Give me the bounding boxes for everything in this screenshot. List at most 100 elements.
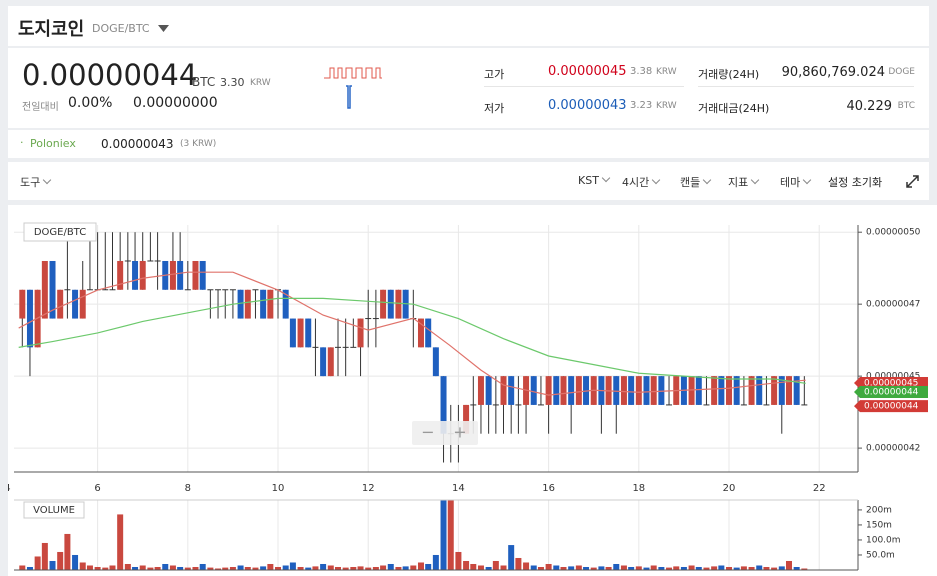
volume-bar xyxy=(801,568,808,570)
volume-bar xyxy=(711,566,718,570)
zoom-out[interactable]: − xyxy=(421,423,434,442)
x-tick-label: 8 xyxy=(185,483,191,494)
volume-bar xyxy=(102,567,109,570)
volume-y-tick-label: 150m xyxy=(866,520,892,530)
indicator-menu[interactable]: 지표 xyxy=(728,174,758,190)
candle-body xyxy=(537,404,544,406)
tools-menu[interactable]: 도구 xyxy=(20,174,50,190)
candle-body xyxy=(756,376,763,405)
change-abs: 0.00000000 xyxy=(133,95,218,111)
volume-bar xyxy=(575,565,582,570)
price-marker xyxy=(854,385,928,398)
y-tick-label: 0.00000050 xyxy=(866,228,921,238)
interval-menu[interactable]: 4시간 xyxy=(622,174,659,190)
dropdown-arrow[interactable] xyxy=(158,25,169,32)
candle-body xyxy=(244,289,251,319)
volume-bar xyxy=(49,560,56,570)
candle-body xyxy=(440,376,447,434)
volume-bar xyxy=(320,563,327,570)
candle-body xyxy=(500,376,507,405)
candle-body xyxy=(357,318,364,348)
candle-body xyxy=(72,289,79,319)
candle-body xyxy=(635,376,642,405)
volume-bar xyxy=(515,557,522,570)
x-tick-label: 18 xyxy=(632,483,645,494)
candle-body xyxy=(124,260,131,262)
sparkline-up xyxy=(324,67,382,79)
candle-body xyxy=(733,376,740,405)
candle-body xyxy=(477,376,484,405)
fullscreen-button[interactable] xyxy=(906,175,919,188)
volume-title: VOLUME xyxy=(33,505,75,516)
candle-body xyxy=(380,289,387,319)
volume-bar xyxy=(455,551,462,570)
exchange-name[interactable]: Poloniex xyxy=(30,137,76,150)
candle-body xyxy=(793,376,800,405)
volume-y-tick-label: 200m xyxy=(866,505,892,515)
moving-average xyxy=(18,297,806,384)
candle-body xyxy=(327,347,334,377)
candle-body xyxy=(305,318,312,348)
price-marker-label: 0.00000045 xyxy=(864,379,918,389)
volume-bar xyxy=(485,566,492,570)
zoom-in[interactable]: + xyxy=(453,423,466,442)
candle-body xyxy=(492,404,499,406)
volume-bar xyxy=(620,565,627,570)
volume-bar xyxy=(718,565,725,570)
volume-bar xyxy=(19,565,26,570)
candle-body xyxy=(289,318,296,348)
volume-bar xyxy=(643,567,650,570)
candle-body xyxy=(252,289,259,291)
volume-bar xyxy=(680,566,687,570)
grid xyxy=(14,225,858,570)
candle-body xyxy=(207,289,214,291)
candle-body xyxy=(485,376,492,405)
candle-body xyxy=(658,376,665,405)
amount-value: 40.229 xyxy=(846,99,893,114)
volume-bar xyxy=(492,560,499,570)
candle-body xyxy=(463,404,470,434)
y-tick-label: 0.00000045 xyxy=(866,372,920,382)
price-krw: 3.30 xyxy=(220,76,245,89)
high-krw-unit: KRW xyxy=(656,67,677,77)
volume-bar xyxy=(215,568,222,570)
volume-bar xyxy=(222,567,229,570)
volume-bar xyxy=(726,566,733,570)
x-tick-label: 14 xyxy=(452,483,465,494)
candle-body xyxy=(215,289,222,291)
volume-bar xyxy=(793,566,800,570)
volume-bar xyxy=(583,566,590,570)
exchange-price: 0.00000043 xyxy=(101,137,174,151)
volume-bar xyxy=(72,554,79,570)
candle-body xyxy=(703,404,710,406)
candle-body xyxy=(417,318,424,348)
candle-body xyxy=(297,318,304,348)
volume-bar xyxy=(169,565,176,570)
candle-body xyxy=(282,289,289,319)
low-value: 0.00000043 xyxy=(548,98,627,113)
candle-body xyxy=(688,376,695,405)
chart-type-menu[interactable]: 캔들 xyxy=(680,174,710,190)
change-label: 전일대비 xyxy=(22,102,59,113)
theme-menu[interactable]: 테마 xyxy=(780,174,810,190)
volume-bar xyxy=(417,562,424,570)
candle-body xyxy=(57,289,64,319)
candle-body xyxy=(192,260,199,290)
chart: DOGE/BTC VOLUME − + 4 6 8 10 12 14 16 18 20 22 0.0… xyxy=(8,205,937,576)
reset-button[interactable]: 설정 초기화 xyxy=(828,176,883,189)
coin-title: 도지코인 xyxy=(18,19,85,40)
volume-bar xyxy=(305,567,312,570)
pair: DOGE/BTC xyxy=(92,22,150,35)
x-tick-label: 4 xyxy=(8,483,11,494)
candle-body xyxy=(229,289,236,291)
labels: DOGE/BTC VOLUME − + 4 6 8 10 12 14 16 18 20 22 0.0… xyxy=(8,222,928,560)
timezone-menu[interactable]: KST xyxy=(578,174,609,187)
high-krw: 3.38 xyxy=(630,66,653,77)
last-price: 0.00000044 xyxy=(22,58,198,92)
volume-bar xyxy=(41,542,48,570)
volume-bar xyxy=(237,565,244,570)
candle-body xyxy=(102,289,109,291)
candle-body xyxy=(320,347,327,377)
divider xyxy=(484,86,684,87)
volume-bar xyxy=(613,563,620,570)
